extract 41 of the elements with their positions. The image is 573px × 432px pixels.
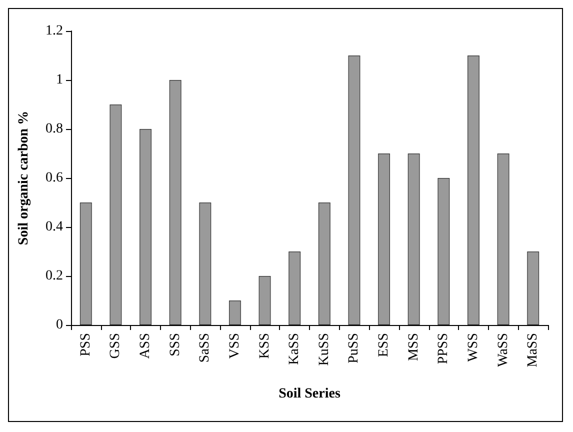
y-tick-label: 0 (56, 318, 63, 332)
x-tick-label: PSS (78, 333, 94, 356)
x-tick-label: KaSS (287, 333, 302, 365)
x-tick-label: ESS (376, 333, 392, 358)
x-tick-label: ASS (138, 333, 154, 359)
x-tick-label: MSS (406, 333, 422, 362)
bar (288, 252, 301, 325)
x-tick-label: SaSS (198, 333, 213, 363)
y-tick-label: 1 (56, 72, 63, 88)
bar (348, 56, 360, 325)
bar (140, 129, 152, 325)
y-tick-label: 0.2 (46, 268, 63, 284)
bar (199, 202, 212, 325)
x-tick-label: MaSS (526, 333, 541, 368)
y-tick-label: 0.4 (46, 220, 63, 234)
x-tick-label: VSS (227, 333, 242, 359)
x-axis-title: Soil Series (278, 386, 341, 402)
bar (408, 154, 420, 325)
y-axis-title: Soil organic carbon % (16, 110, 32, 246)
bar (378, 154, 390, 325)
x-tick-label: SSS (168, 333, 183, 356)
bar (229, 300, 241, 325)
y-tick-label: 0.8 (46, 122, 63, 136)
bar (258, 276, 271, 325)
bar (438, 178, 450, 325)
bar (169, 80, 182, 325)
bar (497, 154, 510, 325)
bar (468, 56, 480, 325)
bar (527, 252, 540, 325)
bar (110, 104, 122, 325)
bar (318, 202, 330, 325)
x-tick-label: PuSS (346, 333, 362, 364)
y-tick-label: 1.2 (46, 24, 63, 38)
x-tick-label: WSS (466, 333, 481, 362)
x-tick-label: GSS (108, 333, 124, 359)
x-tick-label: WaSS (496, 333, 511, 367)
y-tick-label: 0.6 (46, 170, 63, 186)
x-tick-label: KSS (257, 333, 272, 359)
x-tick-label: KuSS (316, 333, 332, 366)
x-tick-label: PPSS (436, 333, 452, 364)
bar (80, 202, 92, 325)
